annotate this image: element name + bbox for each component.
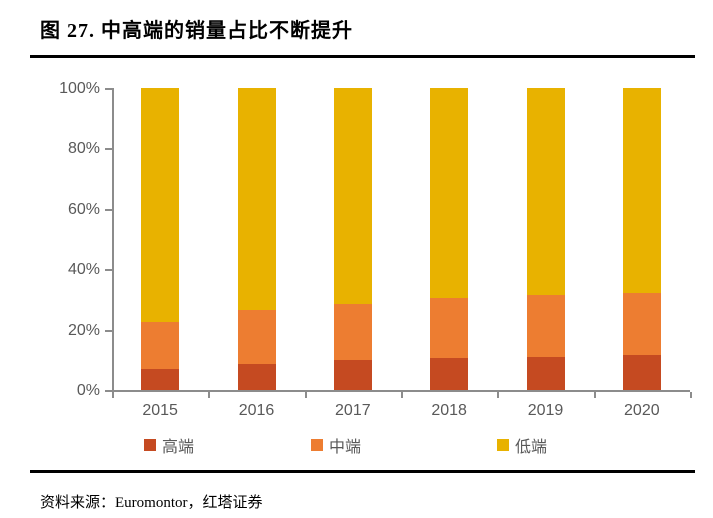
x-axis-tick-label: 2016 xyxy=(238,402,275,419)
bar-segment xyxy=(430,297,469,359)
legend-swatch xyxy=(497,439,509,451)
bar-segment xyxy=(333,303,372,360)
bar-segment xyxy=(622,293,661,356)
bar-segment xyxy=(526,294,565,357)
y-axis-tick-label: 60% xyxy=(67,200,100,218)
legend-label: 中端 xyxy=(329,439,362,456)
figure-title: 图 27. 中高端的销量占比不断提升 xyxy=(40,20,353,42)
bar-segment xyxy=(526,88,565,295)
bar-segment xyxy=(141,368,180,390)
x-axis-tick xyxy=(112,392,114,398)
y-axis-tick-label: 80% xyxy=(67,140,100,158)
bar-segment xyxy=(141,88,180,323)
y-axis-tick-label: 20% xyxy=(67,321,100,339)
x-axis-tick xyxy=(497,392,500,398)
legend-item: 中端 xyxy=(311,433,361,457)
bar-segment xyxy=(333,88,372,304)
y-axis-tick-label: 100% xyxy=(59,80,100,97)
title-divider xyxy=(30,55,695,58)
source-note: 资料来源：Euromontor，红塔证券 xyxy=(40,495,263,511)
legend-swatch xyxy=(144,439,156,451)
legend-label: 高端 xyxy=(162,439,195,456)
x-axis-tick-label: 2019 xyxy=(527,402,564,419)
y-axis-line xyxy=(112,88,114,392)
x-axis-tick-label: 2015 xyxy=(142,402,178,419)
legend-label: 低端 xyxy=(515,439,548,456)
bar-segment xyxy=(333,359,372,390)
bar-segment xyxy=(622,88,661,294)
y-axis-tick-label: 40% xyxy=(67,261,100,279)
bar-segment xyxy=(430,358,469,390)
bar-segment xyxy=(526,356,565,390)
x-axis-tick xyxy=(690,392,692,398)
y-axis-tick xyxy=(105,329,112,332)
bar-segment xyxy=(237,364,276,390)
y-axis-tick xyxy=(105,269,112,272)
legend-item: 低端 xyxy=(497,433,547,457)
x-axis-tick xyxy=(304,392,307,398)
y-axis-tick xyxy=(105,148,112,151)
y-axis-tick xyxy=(105,88,112,90)
bar-segment xyxy=(237,309,276,365)
x-axis-tick xyxy=(401,392,403,398)
footer-divider xyxy=(30,470,695,473)
y-axis-tick-label: 0% xyxy=(76,382,100,399)
bar-segment xyxy=(237,88,276,310)
y-axis-tick xyxy=(105,390,112,392)
legend-item: 高端 xyxy=(144,433,194,457)
x-axis-tick xyxy=(593,392,596,398)
x-axis-tick-label: 2017 xyxy=(335,402,371,419)
y-axis-tick xyxy=(105,208,112,211)
x-axis-tick xyxy=(208,392,211,398)
bar-segment xyxy=(622,355,661,390)
x-axis-tick-label: 2020 xyxy=(624,402,660,419)
bar-segment xyxy=(141,322,180,369)
bar-segment xyxy=(430,88,469,298)
legend-swatch xyxy=(311,439,323,451)
x-axis-line xyxy=(112,390,690,392)
x-axis-tick-label: 2018 xyxy=(431,402,467,419)
